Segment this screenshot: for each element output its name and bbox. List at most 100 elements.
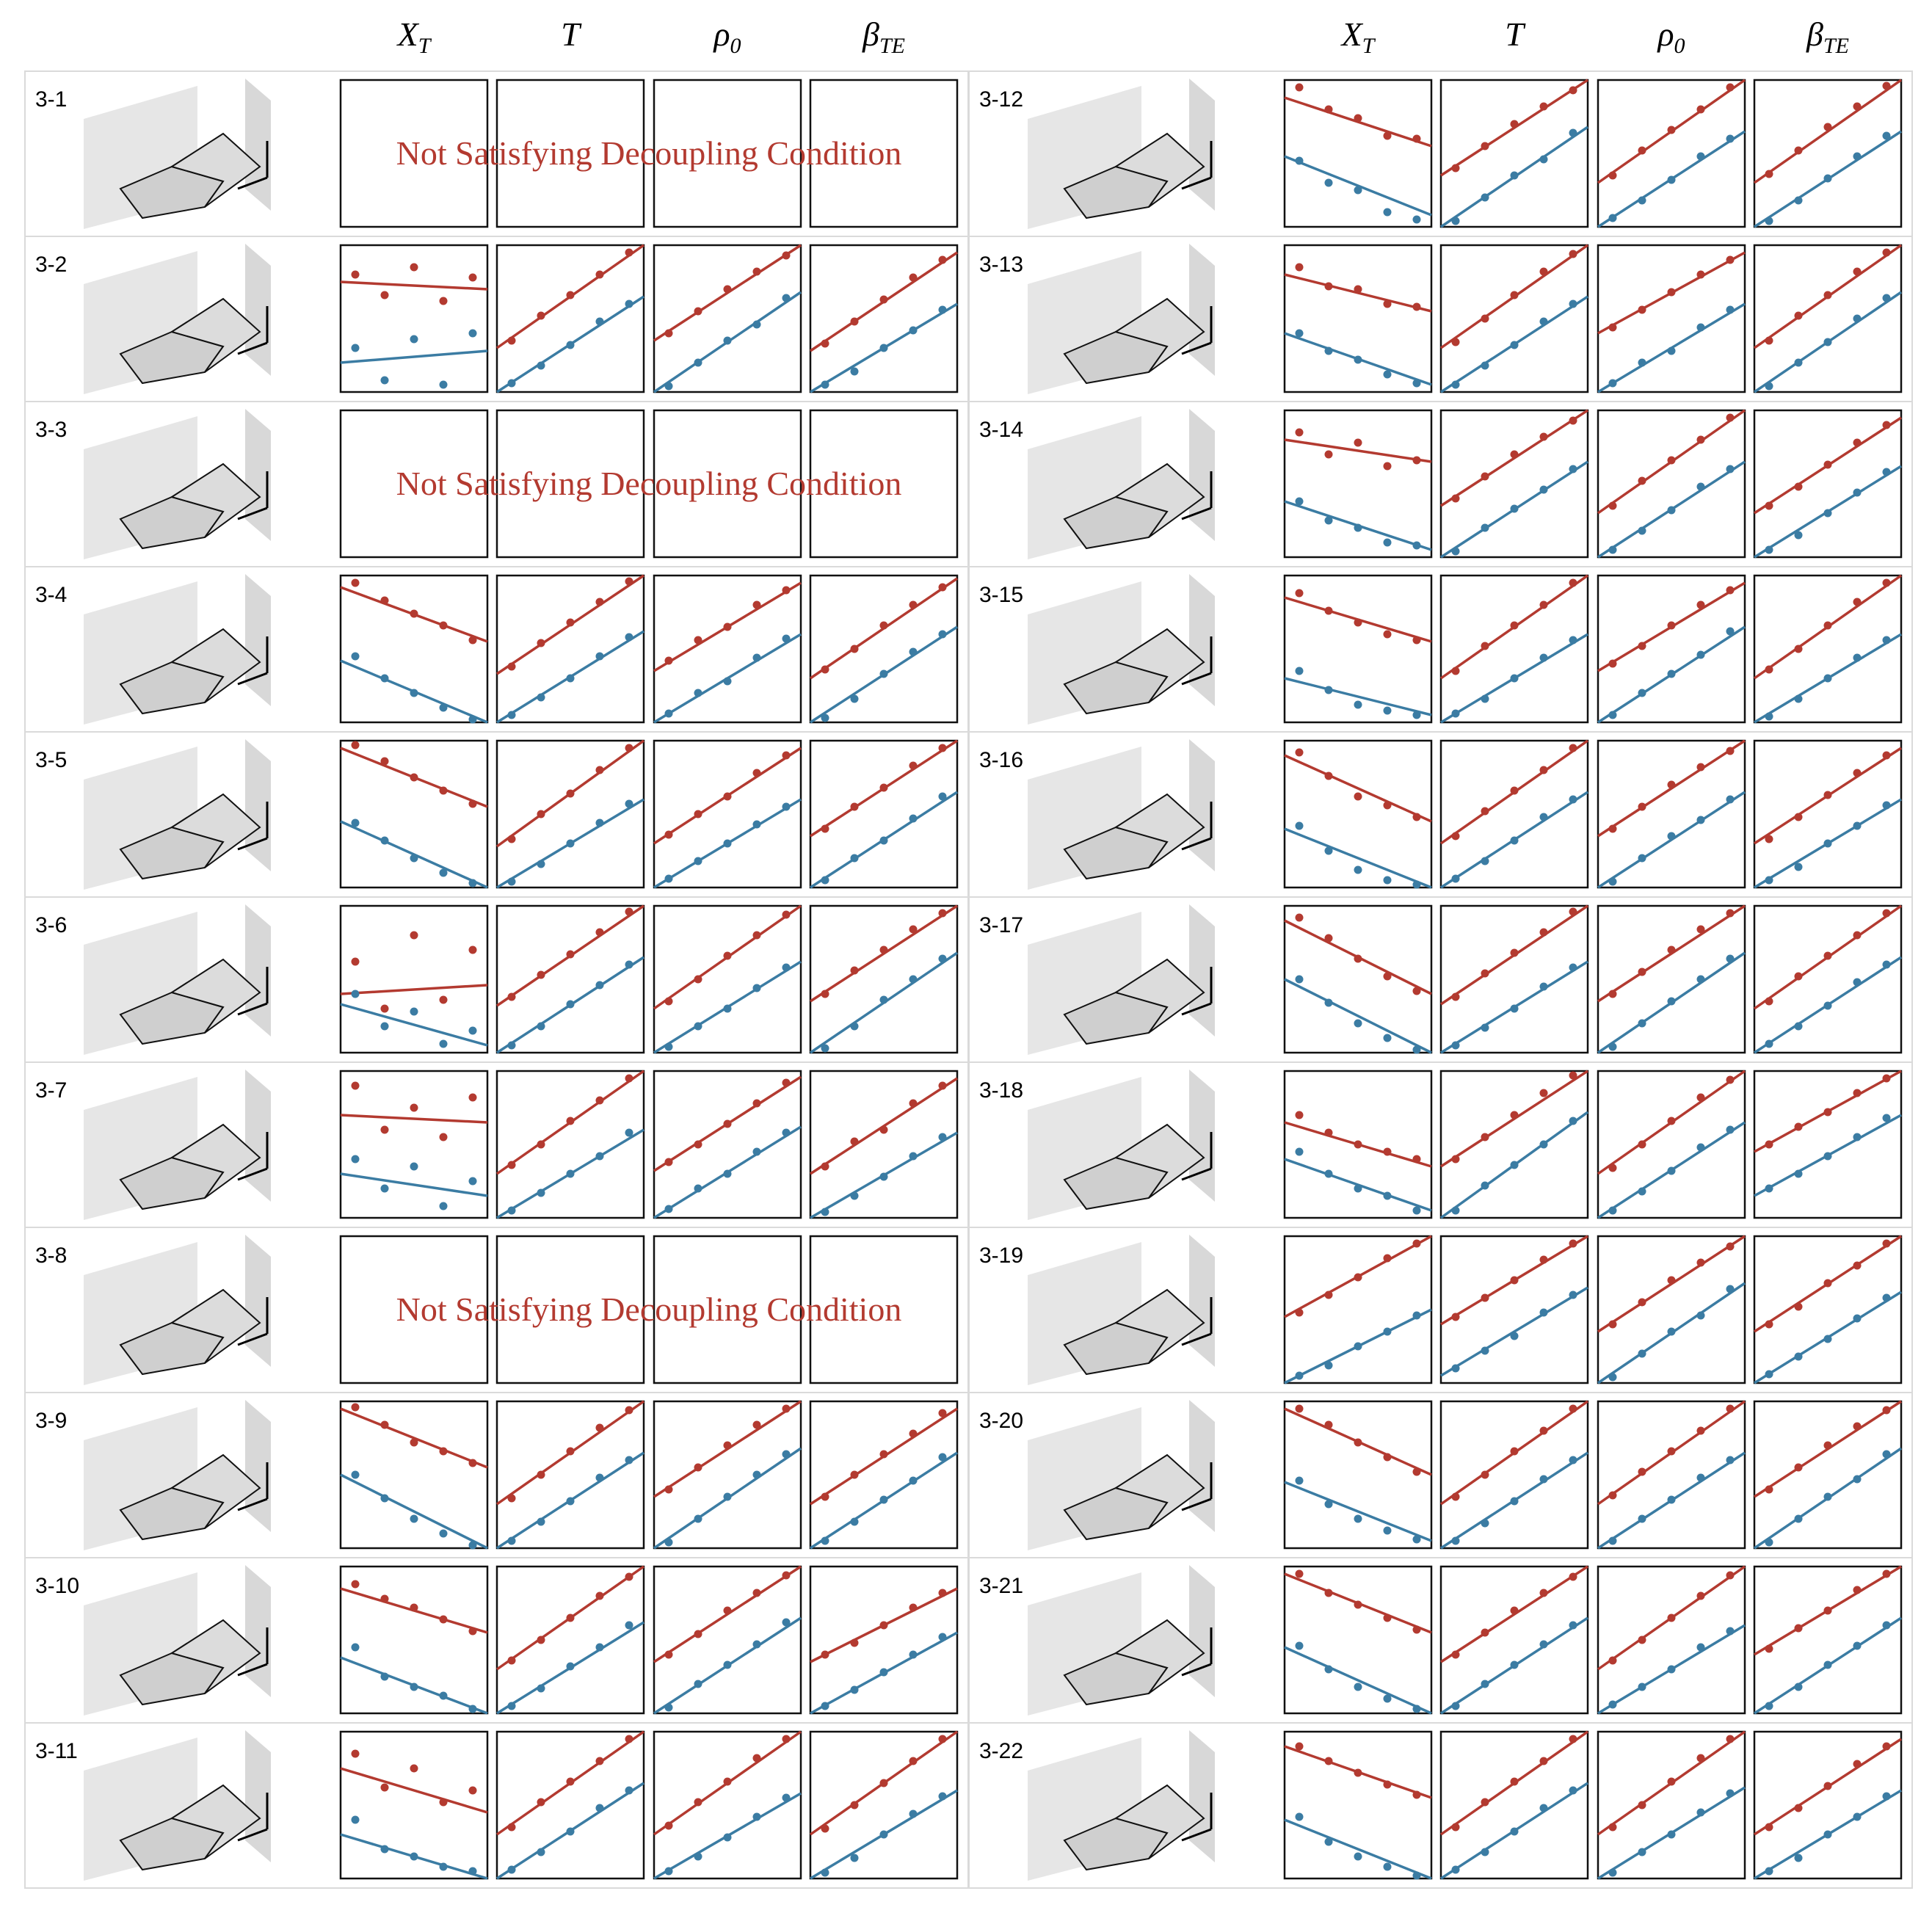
point — [782, 1404, 791, 1413]
point — [439, 786, 448, 795]
point — [1696, 435, 1705, 444]
point — [1882, 1406, 1891, 1415]
point — [1882, 1293, 1891, 1302]
point — [1569, 1071, 1577, 1080]
point — [1726, 83, 1735, 92]
point — [1667, 1327, 1676, 1336]
point — [1765, 835, 1773, 843]
panel-frame — [1439, 1565, 1589, 1715]
point — [1823, 174, 1832, 183]
row-label: 3-7 — [35, 1078, 67, 1103]
row-label: 3-16 — [979, 748, 1023, 772]
panel-frame — [495, 574, 645, 724]
point — [1696, 925, 1705, 934]
point — [1354, 285, 1362, 294]
point — [1696, 763, 1705, 772]
point — [1667, 1665, 1676, 1674]
note: Not Satisfying Decoupling Condition — [396, 1291, 902, 1328]
point — [1383, 131, 1392, 140]
point — [1324, 1361, 1333, 1370]
panel-frame — [495, 739, 645, 889]
point — [1481, 807, 1489, 816]
point — [664, 830, 673, 839]
point — [595, 1152, 604, 1161]
point — [595, 598, 604, 606]
point — [1383, 801, 1392, 810]
point — [439, 1529, 448, 1538]
point — [1608, 1042, 1617, 1051]
point — [909, 925, 918, 934]
point — [1638, 642, 1646, 650]
panel-frame — [653, 79, 802, 228]
point — [380, 1594, 389, 1603]
point — [821, 1702, 829, 1710]
point — [1853, 653, 1862, 662]
header-symbol: X — [396, 15, 420, 53]
point — [1638, 802, 1646, 811]
point — [1481, 1848, 1489, 1856]
point — [1539, 267, 1548, 276]
axis-arrow — [237, 1167, 268, 1181]
point — [507, 1536, 516, 1545]
point — [1638, 358, 1646, 367]
point — [1667, 832, 1676, 841]
panel-frame — [495, 1400, 645, 1550]
panel-frame — [653, 1730, 802, 1880]
point — [1726, 1242, 1735, 1251]
point — [566, 1117, 575, 1125]
point — [1354, 1600, 1362, 1609]
point — [351, 957, 360, 966]
point — [1451, 667, 1460, 675]
point — [537, 1636, 545, 1644]
panel-frame — [1439, 79, 1589, 228]
point — [1324, 105, 1333, 114]
point — [1481, 1023, 1489, 1032]
point — [752, 769, 761, 777]
point — [1794, 1022, 1803, 1031]
point — [1667, 1117, 1676, 1125]
point — [1853, 1812, 1862, 1821]
point — [468, 1093, 477, 1102]
point — [664, 329, 673, 338]
point — [1354, 1768, 1362, 1777]
panel-frame — [495, 1565, 645, 1715]
point — [1726, 747, 1735, 755]
point — [1510, 1606, 1519, 1615]
point — [1451, 709, 1460, 718]
point — [1451, 1650, 1460, 1659]
point — [1794, 1683, 1803, 1691]
shape — [170, 628, 261, 703]
axis-arrow — [237, 341, 268, 355]
point — [507, 336, 516, 345]
point — [1726, 795, 1735, 804]
point — [1638, 968, 1646, 976]
panel-frame — [1597, 1400, 1746, 1550]
point — [1726, 1075, 1735, 1084]
point — [566, 950, 575, 959]
point — [1324, 998, 1333, 1007]
point — [1569, 250, 1577, 258]
point — [1726, 255, 1735, 264]
point — [566, 1662, 575, 1671]
point — [1667, 1613, 1676, 1622]
point — [1794, 482, 1803, 491]
point — [1696, 1754, 1705, 1763]
point — [1354, 865, 1362, 874]
point — [468, 636, 477, 645]
point — [1324, 178, 1333, 187]
point — [1765, 876, 1773, 885]
point — [782, 1618, 791, 1627]
point — [879, 621, 888, 630]
panel-frame — [1439, 244, 1589, 393]
row-label: 3-14 — [979, 418, 1023, 442]
point — [879, 1495, 888, 1504]
point — [410, 1007, 418, 1016]
point — [1882, 751, 1891, 760]
point — [1451, 1313, 1460, 1321]
point — [938, 1633, 947, 1641]
fit-line — [340, 984, 488, 995]
point — [1638, 1140, 1646, 1149]
point — [1667, 126, 1676, 134]
point — [752, 1589, 761, 1597]
row: 3-11 — [24, 1722, 969, 1889]
